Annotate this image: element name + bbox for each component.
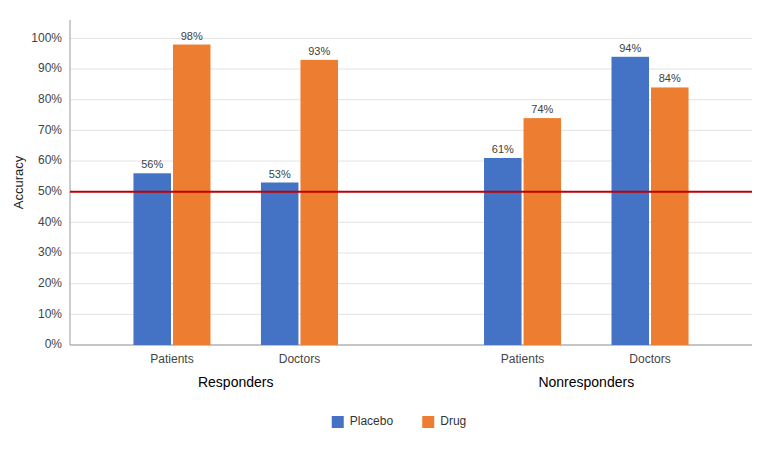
y-tick-label: 20% [38, 276, 62, 290]
grid-line [70, 345, 752, 346]
bar [612, 57, 650, 345]
grid-line [70, 161, 752, 162]
bar [651, 87, 689, 345]
grid-line [70, 283, 752, 284]
legend: Placebo Drug [332, 414, 467, 428]
x-axis-line [70, 345, 752, 346]
y-tick-label: 90% [38, 61, 62, 75]
reference-line [70, 191, 752, 193]
bar [261, 183, 299, 346]
y-tick-label: 50% [38, 184, 62, 198]
legend-label: Drug [440, 414, 466, 428]
grid-line [70, 99, 752, 100]
y-axis-line [70, 20, 71, 345]
grid-line [70, 222, 752, 223]
bar [173, 45, 211, 345]
x-tick-label: Doctors [279, 352, 320, 366]
data-label: 94% [619, 42, 641, 54]
y-tick-label: 10% [38, 307, 62, 321]
y-tick-label: 0% [45, 337, 63, 351]
bar [300, 60, 338, 345]
y-tick-label: 70% [38, 123, 62, 137]
y-tick-label: 100% [31, 31, 62, 45]
grid-line [70, 130, 752, 131]
x-tick-label: Patients [150, 352, 193, 366]
grid-line [70, 314, 752, 315]
legend-label: Placebo [350, 414, 394, 428]
legend-swatch [332, 416, 344, 428]
x-tick-label: Patients [501, 352, 544, 366]
bar [133, 173, 171, 345]
data-label: 56% [141, 158, 163, 170]
grid-line [70, 253, 752, 254]
grid-line [70, 69, 752, 70]
x-tick-label: Doctors [629, 352, 670, 366]
bars [70, 45, 752, 345]
group-label: Nonresponders [538, 374, 634, 390]
chart: 0% 10% 20% 30% 40% 50% 60% 70% 80% 90% 100% Accurac… [0, 0, 772, 450]
data-labels: 56% 53% 61% 94% 98% 93% 74% 84% [141, 30, 681, 180]
grid-line [70, 38, 752, 39]
y-tick-label: 80% [38, 92, 62, 106]
data-label: 93% [308, 45, 330, 57]
grid-line [70, 191, 752, 192]
legend-swatch [422, 416, 434, 428]
y-tick-label: 60% [38, 153, 62, 167]
data-label: 61% [492, 143, 514, 155]
y-tick-label: 40% [38, 215, 62, 229]
group-label: Responders [198, 374, 274, 390]
y-axis-label: Accuracy [11, 155, 26, 209]
data-label: 98% [181, 30, 203, 42]
bar [484, 158, 522, 345]
grid [70, 38, 752, 345]
data-label: 84% [659, 72, 681, 84]
y-tick-label: 30% [38, 245, 62, 259]
data-label: 74% [531, 103, 553, 115]
data-label: 53% [269, 168, 291, 180]
bar [524, 118, 562, 345]
